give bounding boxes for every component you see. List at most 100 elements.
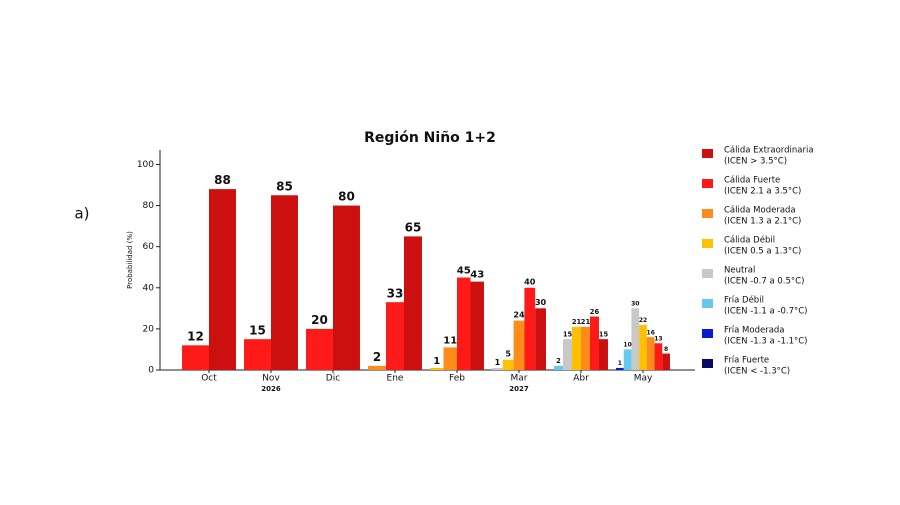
legend-swatch <box>702 329 713 338</box>
value-label: 16 <box>647 329 655 336</box>
bar <box>616 367 624 370</box>
value-label: 21 <box>572 318 582 326</box>
legend-label: Fría Fuerte <box>724 356 769 366</box>
value-label: 65 <box>405 220 422 234</box>
value-label: 30 <box>631 301 639 308</box>
bar <box>368 365 387 370</box>
bar <box>306 328 333 370</box>
value-label: 30 <box>535 297 547 307</box>
bar <box>524 287 536 370</box>
x-tick-label: Ene <box>387 374 404 384</box>
bar <box>209 189 236 370</box>
value-label: 13 <box>654 336 662 343</box>
legend-label: Cálida Débil <box>724 235 775 246</box>
y-tick-label: 80 <box>143 201 155 211</box>
legend-range: (ICEN > 3.5°C) <box>724 157 787 167</box>
panel-label: a) <box>74 205 89 223</box>
value-label: 21 <box>581 318 591 326</box>
bar <box>333 205 360 370</box>
x-tick-label: Dic <box>326 374 340 384</box>
x-tick-label: Oct <box>201 374 217 384</box>
value-label: 1 <box>495 357 501 367</box>
legend-swatch <box>702 239 713 248</box>
legend-range: (ICEN -1.3 a -1.1°C) <box>724 337 807 347</box>
bar <box>502 359 514 370</box>
value-label: 15 <box>599 330 609 338</box>
bar <box>581 326 590 370</box>
value-label: 2 <box>556 357 561 365</box>
legend-swatch <box>702 269 713 278</box>
bar <box>386 302 404 370</box>
bar <box>244 339 271 370</box>
bar <box>631 308 640 370</box>
value-label: 8 <box>664 346 668 353</box>
legend-label: Fría Débil <box>724 295 764 306</box>
bar <box>513 320 525 370</box>
value-label: 5 <box>505 349 511 359</box>
value-label: 1 <box>433 356 440 367</box>
x-year-label: 2027 <box>509 385 529 393</box>
bar <box>403 236 422 370</box>
value-label: 33 <box>387 286 404 300</box>
value-label: 2 <box>373 350 381 364</box>
value-label: 15 <box>249 323 266 337</box>
chart-title: Región Niño 1+2 <box>364 130 496 146</box>
legend-label: Cálida Moderada <box>724 206 796 216</box>
y-axis-label: Probabilidad (%) <box>126 231 134 289</box>
bar <box>470 281 484 370</box>
x-tick-label: Feb <box>449 374 465 384</box>
y-tick-label: 60 <box>143 242 155 252</box>
legend-swatch <box>702 209 713 218</box>
y-tick-label: 100 <box>137 160 154 170</box>
value-label: 20 <box>311 313 328 327</box>
legend-range: (ICEN 1.3 a 2.1°C) <box>724 217 801 227</box>
legend-range: (ICEN -0.7 a 0.5°C) <box>724 277 804 287</box>
bar <box>639 324 647 370</box>
bar <box>535 308 546 370</box>
bar <box>662 353 670 370</box>
value-label: 22 <box>639 317 647 324</box>
value-label: 15 <box>563 330 573 338</box>
legend-swatch <box>702 179 713 188</box>
value-label: 45 <box>457 265 471 276</box>
bar <box>271 195 298 370</box>
bar <box>563 339 573 370</box>
bar <box>646 337 655 370</box>
bar <box>589 316 599 370</box>
value-label: 80 <box>338 190 355 204</box>
bar <box>492 367 503 370</box>
bar <box>182 345 209 370</box>
legend-label: Fría Moderada <box>724 326 785 336</box>
x-tick-label: Abr <box>573 374 589 384</box>
bar <box>554 365 564 370</box>
value-label: 43 <box>470 270 484 281</box>
legend-label: Neutral <box>724 266 755 276</box>
bar <box>623 349 632 370</box>
x-year-label: 2026 <box>261 385 281 393</box>
bar <box>598 339 608 370</box>
legend-range: (ICEN 0.5 a 1.3°C) <box>724 247 801 257</box>
value-label: 85 <box>276 179 293 193</box>
value-label: 40 <box>524 277 536 287</box>
legend-swatch <box>702 299 713 308</box>
x-tick-label: Nov <box>262 374 280 384</box>
legend-swatch <box>702 149 713 158</box>
legend-label: Cálida Extraordinaria <box>724 146 814 156</box>
bar <box>430 367 444 370</box>
value-label: 26 <box>590 308 600 316</box>
bar <box>443 347 457 370</box>
x-tick-label: May <box>634 374 653 384</box>
legend-swatch <box>702 359 713 368</box>
value-label: 1 <box>618 360 622 367</box>
value-label: 10 <box>623 342 631 349</box>
value-label: 88 <box>214 173 231 187</box>
x-tick-label: Mar <box>511 374 528 384</box>
bar <box>572 326 581 370</box>
bar <box>457 277 471 370</box>
y-tick-label: 20 <box>143 324 155 334</box>
value-label: 24 <box>513 310 525 320</box>
bar <box>654 343 663 370</box>
value-label: 12 <box>187 329 204 343</box>
value-label: 11 <box>443 335 457 346</box>
